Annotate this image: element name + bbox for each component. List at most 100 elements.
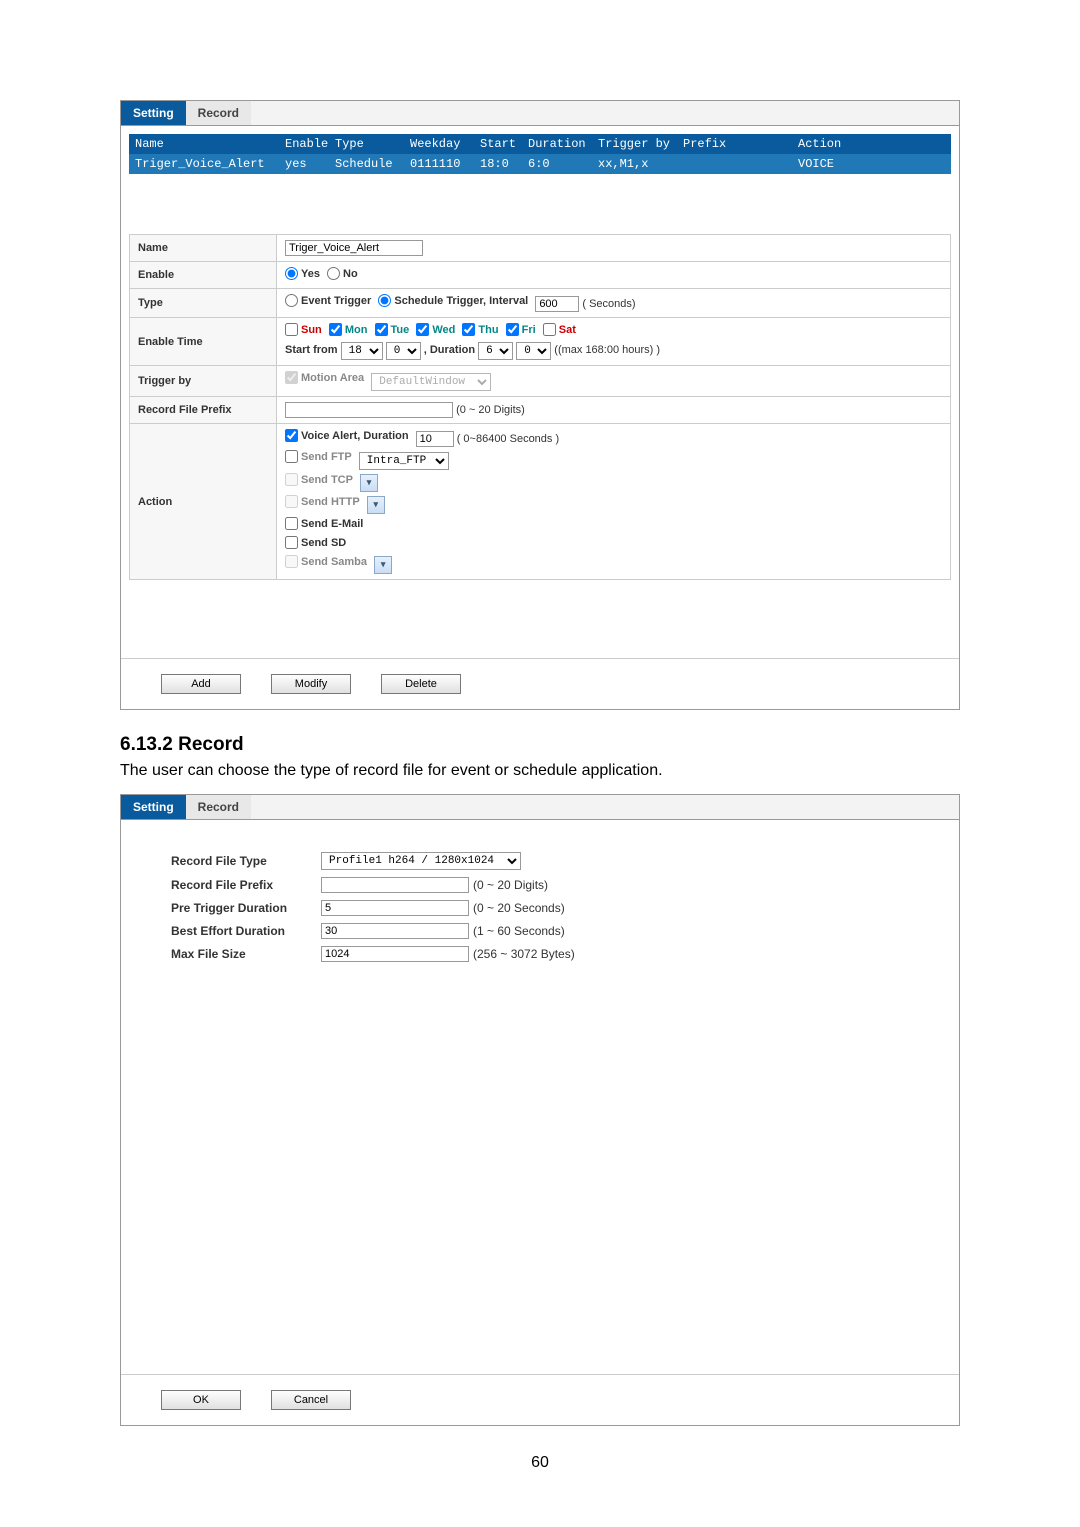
record-panel: Setting Record Record File Type Profile1…	[120, 794, 960, 1426]
dur-hour-select[interactable]: 6	[478, 342, 513, 360]
day-thu-checkbox[interactable]	[462, 323, 475, 336]
cancel-button[interactable]: Cancel	[271, 1390, 351, 1410]
col-name: Name	[135, 137, 285, 151]
day-sun-checkbox[interactable]	[285, 323, 298, 336]
day-mon-checkbox[interactable]	[329, 323, 342, 336]
action-ftp-select[interactable]: Intra_FTP	[359, 452, 449, 470]
day-sun-label: Sun	[301, 324, 322, 336]
col-duration: Duration	[528, 137, 598, 151]
page-number: 60	[120, 1436, 960, 1472]
modify-button[interactable]: Modify	[271, 674, 351, 694]
day-tue-checkbox[interactable]	[375, 323, 388, 336]
enable-yes-radio[interactable]	[285, 267, 298, 280]
list-header: Name Enable Type Weekday Start Duration …	[129, 134, 951, 154]
tab-setting-2[interactable]: Setting	[121, 795, 186, 819]
col-prefix: Prefix	[683, 137, 738, 151]
section-desc: The user can choose the type of record f…	[120, 762, 960, 794]
setting-form: Name Enable Yes No Type	[129, 234, 951, 580]
day-fri-checkbox[interactable]	[506, 323, 519, 336]
type-hint: ( Seconds)	[582, 298, 635, 310]
triggerby-motion-label: Motion Area	[301, 372, 364, 384]
triggerby-motion-select: DefaultWindow	[371, 373, 491, 391]
triggerby-motion-checkbox	[285, 371, 298, 384]
list-row[interactable]: Triger_Voice_Alert yes Schedule 0111110 …	[129, 154, 951, 174]
enable-yes-label: Yes	[301, 268, 320, 280]
maxfile-label: Max File Size	[171, 947, 321, 961]
action-email-label: Send E-Mail	[301, 518, 363, 530]
day-thu-label: Thu	[478, 324, 498, 336]
tab-setting[interactable]: Setting	[121, 101, 186, 125]
tab-record[interactable]: Record	[186, 101, 251, 125]
prefix2-hint: (0 ~ 20 Digits)	[473, 878, 548, 892]
enabletime-label: Enable Time	[130, 318, 277, 366]
cell-weekday: 0111110	[410, 157, 480, 171]
name-input[interactable]	[285, 240, 423, 256]
filetype-label: Record File Type	[171, 854, 321, 868]
type-event-radio[interactable]	[285, 294, 298, 307]
col-enable: Enable	[285, 137, 335, 151]
action-samba-select: ▾	[374, 556, 392, 574]
section-heading: 6.13.2 Record	[120, 720, 960, 762]
type-schedule-radio[interactable]	[378, 294, 391, 307]
action-sd-label: Send SD	[301, 537, 346, 549]
duration-label: , Duration	[424, 344, 475, 356]
type-label: Type	[130, 289, 277, 318]
type-schedule-label: Schedule Trigger, Interval	[394, 295, 528, 307]
action-ftp-checkbox[interactable]	[285, 450, 298, 463]
action-tcp-select: ▾	[360, 474, 378, 492]
col-weekday: Weekday	[410, 137, 480, 151]
besteffort-hint: (1 ~ 60 Seconds)	[473, 924, 565, 938]
day-sat-checkbox[interactable]	[543, 323, 556, 336]
action-sd-checkbox[interactable]	[285, 536, 298, 549]
tabs: Setting Record	[121, 101, 959, 126]
pretrigger-input[interactable]	[321, 900, 469, 916]
tabs-2: Setting Record	[121, 795, 959, 820]
besteffort-input[interactable]	[321, 923, 469, 939]
name-label: Name	[130, 235, 277, 262]
add-button[interactable]: Add	[161, 674, 241, 694]
start-hour-select[interactable]: 18	[341, 342, 383, 360]
prefix-input[interactable]	[285, 402, 453, 418]
tab-record-2[interactable]: Record	[186, 795, 251, 819]
prefix2-label: Record File Prefix	[171, 878, 321, 892]
day-mon-label: Mon	[345, 324, 368, 336]
day-wed-label: Wed	[432, 324, 455, 336]
col-type: Type	[335, 137, 410, 151]
action-label: Action	[130, 424, 277, 580]
start-min-select[interactable]: 0	[386, 342, 421, 360]
action-ftp-label: Send FTP	[301, 451, 352, 463]
day-wed-checkbox[interactable]	[416, 323, 429, 336]
enable-no-radio[interactable]	[327, 267, 340, 280]
action-http-select: ▾	[367, 496, 385, 514]
triggerby-label: Trigger by	[130, 366, 277, 397]
action-voice-input[interactable]	[416, 431, 454, 447]
action-email-checkbox[interactable]	[285, 517, 298, 530]
type-interval-input[interactable]	[535, 296, 579, 312]
prefix-hint: (0 ~ 20 Digits)	[456, 404, 525, 416]
dur-min-select[interactable]: 0	[516, 342, 551, 360]
action-voice-checkbox[interactable]	[285, 429, 298, 442]
prefix2-input[interactable]	[321, 877, 469, 893]
ok-button[interactable]: OK	[161, 1390, 241, 1410]
duration-hint: ((max 168:00 hours) )	[554, 344, 660, 356]
maxfile-input[interactable]	[321, 946, 469, 962]
action-tcp-label: Send TCP	[301, 474, 353, 486]
cell-type: Schedule	[335, 157, 410, 171]
prefix-label: Record File Prefix	[130, 397, 277, 424]
action-voice-hint: ( 0~86400 Seconds )	[457, 433, 559, 445]
enable-label: Enable	[130, 262, 277, 289]
cell-action: VOICE	[738, 157, 945, 171]
type-event-label: Event Trigger	[301, 295, 371, 307]
delete-button[interactable]: Delete	[381, 674, 461, 694]
action-voice-label: Voice Alert, Duration	[301, 430, 409, 442]
setting-panel: Setting Record Name Enable Type Weekday …	[120, 100, 960, 710]
action-http-checkbox	[285, 495, 298, 508]
maxfile-hint: (256 ~ 3072 Bytes)	[473, 947, 575, 961]
enable-no-label: No	[343, 268, 358, 280]
pretrigger-hint: (0 ~ 20 Seconds)	[473, 901, 565, 915]
filetype-select[interactable]: Profile1 h264 / 1280x1024	[321, 852, 521, 870]
action-http-label: Send HTTP	[301, 496, 360, 508]
cell-triggerby: xx,M1,x	[598, 157, 683, 171]
cell-prefix	[683, 157, 738, 171]
action-tcp-checkbox	[285, 473, 298, 486]
